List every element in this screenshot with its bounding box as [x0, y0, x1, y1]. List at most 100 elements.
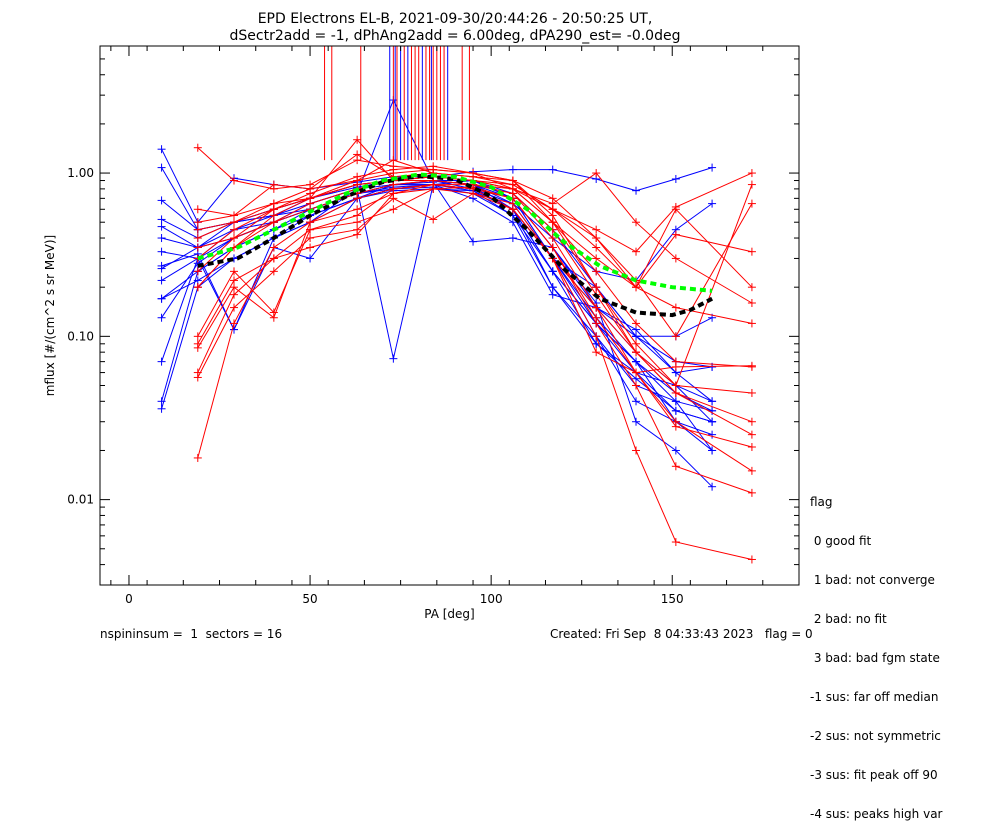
data-point: [269, 267, 278, 276]
data-point: [747, 443, 756, 452]
axes: 0 50 100 150 0.01 0.10 1.00: [67, 45, 799, 606]
data-point: [157, 247, 166, 256]
data-point: [230, 290, 239, 299]
x-axis-label: PA [deg]: [424, 607, 474, 621]
chart-title: EPD Electrons EL-B, 2021-09-30/20:44:26 …: [230, 11, 681, 44]
legend-entry: -4 sus: peaks high var: [810, 807, 943, 821]
data-point: [708, 397, 717, 406]
data-point: [671, 446, 680, 455]
data-point: [230, 319, 239, 328]
data-point: [469, 189, 478, 198]
data-point: [269, 218, 278, 227]
data-point: [671, 397, 680, 406]
data-point: [671, 332, 680, 341]
data-point: [353, 211, 362, 220]
data-point: [306, 184, 315, 193]
data-point: [230, 234, 239, 243]
data-point: [269, 180, 278, 189]
footer-right: Created: Fri Sep 8 04:33:43 2023 flag = …: [550, 627, 813, 641]
data-point: [269, 205, 278, 214]
data-point: [632, 417, 641, 426]
data-point: [671, 174, 680, 183]
data-point: [548, 267, 557, 276]
data-point: [632, 186, 641, 195]
data-point: [469, 237, 478, 246]
fit-curves: [197, 172, 714, 318]
data-point: [671, 202, 680, 211]
data-point: [747, 430, 756, 439]
data-point: [708, 430, 717, 439]
legend: flag 0 good fit 1 bad: not converge 2 ba…: [810, 470, 942, 834]
data-point: [508, 234, 517, 243]
data-point: [157, 357, 166, 366]
data-point: [157, 163, 166, 172]
data-point: [306, 254, 315, 263]
data-point: [747, 361, 756, 370]
data-point: [592, 313, 601, 322]
data-point: [632, 397, 641, 406]
data-point: [429, 215, 438, 224]
data-point: [592, 283, 601, 292]
data-point: [230, 276, 239, 285]
data-point: [306, 243, 315, 252]
data-point: [269, 254, 278, 263]
chart-title-line-2: dSectr2add = -1, dPhAng2add = 6.00deg, d…: [230, 28, 681, 44]
data-point: [548, 194, 557, 203]
data-point: [747, 466, 756, 475]
data-point: [157, 404, 166, 413]
data-point: [230, 218, 239, 227]
data-point: [708, 482, 717, 491]
data-point: [157, 196, 166, 205]
x-tick-label: 0: [125, 592, 133, 606]
series-layer: [157, 96, 756, 564]
legend-entry: 2 bad: no fit: [810, 612, 887, 626]
data-point: [157, 234, 166, 243]
data-point: [193, 283, 202, 292]
data-point: [508, 189, 517, 198]
data-point: [548, 234, 557, 243]
data-point: [353, 230, 362, 239]
series-line: [197, 186, 753, 448]
data-point: [389, 354, 398, 363]
series-line: [161, 184, 713, 281]
data-point: [508, 176, 517, 185]
data-point: [671, 422, 680, 431]
data-point: [671, 406, 680, 415]
x-tick-label: 50: [302, 592, 317, 606]
data-point: [469, 172, 478, 181]
fit-curve: [197, 172, 713, 293]
data-point: [592, 267, 601, 276]
legend-entry: 1 bad: not converge: [810, 573, 935, 587]
fit-curve: [197, 173, 714, 318]
data-point: [353, 218, 362, 227]
data-point: [193, 267, 202, 276]
data-point: [193, 339, 202, 348]
series-line: [197, 192, 753, 560]
data-point: [389, 189, 398, 198]
data-point: [632, 247, 641, 256]
data-point: [548, 243, 557, 252]
y-tick-label: 1.00: [67, 166, 94, 180]
data-point: [747, 169, 756, 178]
series-line: [197, 184, 753, 472]
x-tick-label: 100: [480, 592, 503, 606]
data-point: [230, 211, 239, 220]
data-point: [230, 176, 239, 185]
data-point: [193, 368, 202, 377]
data-point: [157, 294, 166, 303]
data-point: [632, 218, 641, 227]
series-line: [197, 165, 753, 272]
footer-left: nspininsum = 1 sectors = 16: [100, 627, 283, 641]
series-line: [197, 184, 753, 494]
data-point: [548, 165, 557, 174]
data-point: [632, 339, 641, 348]
data-point: [429, 184, 438, 193]
data-point: [671, 230, 680, 239]
data-point: [671, 381, 680, 390]
data-point: [157, 215, 166, 224]
data-point: [592, 332, 601, 341]
series-line: [197, 188, 752, 374]
plot-frame: [99, 45, 800, 586]
data-point: [306, 194, 315, 203]
data-point: [632, 319, 641, 328]
